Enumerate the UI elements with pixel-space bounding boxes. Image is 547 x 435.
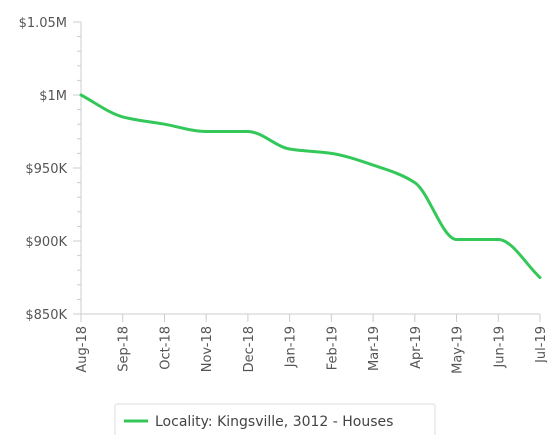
data-point xyxy=(204,129,209,134)
x-tick-label: May-19 xyxy=(451,326,466,374)
x-tick-label: Jun-19 xyxy=(492,326,507,369)
y-tick-label: $1.05M xyxy=(19,16,67,31)
legend[interactable]: Locality: Kingsville, 3012 - Houses xyxy=(114,403,436,435)
x-tick-labels: Aug-18 Sep-18 Oct-18 Nov-18 Dec-18 Jan-19 Feb-… xyxy=(75,326,547,374)
data-point xyxy=(496,237,501,242)
x-tick-label: Aug-18 xyxy=(75,326,90,373)
data-point xyxy=(538,275,543,280)
y-tick-label: $1M xyxy=(39,89,67,104)
x-tick-label: Oct-18 xyxy=(158,326,173,370)
data-point xyxy=(287,147,292,152)
x-tick-label: Mar-19 xyxy=(367,326,382,371)
data-point xyxy=(245,129,250,134)
data-point xyxy=(371,163,376,168)
legend-box xyxy=(114,403,436,435)
x-tick-label: Feb-19 xyxy=(325,326,340,370)
x-tick-label: Nov-18 xyxy=(200,326,215,372)
y-tick-label: $950K xyxy=(25,162,67,177)
x-tick-label: Dec-18 xyxy=(242,326,257,372)
series-line-0 xyxy=(79,93,542,279)
x-tick-label: Jan-19 xyxy=(284,326,299,368)
axes xyxy=(73,21,541,322)
legend-entry-label[interactable]: Locality: Kingsville, 3012 - Houses xyxy=(155,414,393,430)
y-tick-labels: $850K $900K $950K $1M $1.05M xyxy=(19,16,68,323)
x-tick-label: Jul-19 xyxy=(534,326,547,364)
data-point xyxy=(412,180,417,185)
data-point xyxy=(162,122,167,127)
data-point xyxy=(79,93,84,98)
series-lines xyxy=(79,93,543,280)
x-tick-label: Apr-19 xyxy=(409,326,424,369)
x-tick-label: Sep-18 xyxy=(117,326,132,372)
data-point xyxy=(120,114,125,119)
data-point xyxy=(329,151,334,156)
data-point xyxy=(454,237,459,242)
y-tick-label: $900K xyxy=(25,235,67,250)
y-tick-label: $850K xyxy=(25,308,67,323)
